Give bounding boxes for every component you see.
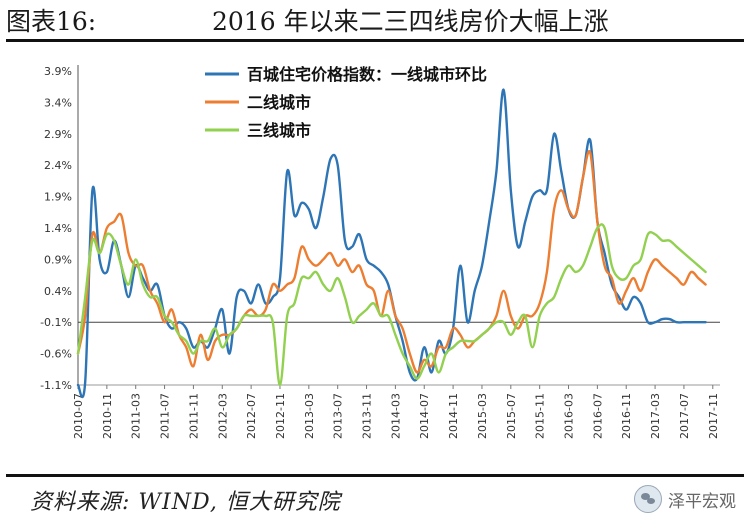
x-tick-label: 2014-11 [447, 393, 460, 439]
brand-mark: 泽平宏观 [634, 484, 736, 514]
legend-label-2: 二线城市 [247, 93, 311, 112]
y-tick-label: -1.1% [40, 379, 72, 392]
x-tick-label: 2016-11 [620, 393, 633, 439]
x-tick-label: 2011-07 [159, 393, 172, 439]
x-tick-label: 2015-11 [534, 393, 547, 439]
x-tick-label: 2014-07 [418, 393, 431, 439]
y-tick-label: 0.4% [44, 285, 72, 298]
x-tick-label: 2011-03 [130, 393, 143, 439]
y-tick-label: -0.6% [40, 348, 72, 361]
source-note: 资料来源: WIND, 恒大研究院 [30, 490, 341, 515]
y-tick-label: 0.9% [44, 253, 72, 266]
bottom-rule [6, 474, 744, 477]
x-tick-label: 2012-03 [216, 393, 229, 439]
top-rule [6, 39, 744, 42]
x-tick-label: 2010-11 [101, 393, 114, 439]
x-tick-label: 2017-11 [707, 393, 720, 439]
legend-label-1: 百城住宅价格指数：一线城市环比 [247, 65, 487, 84]
legend-label-3: 三线城市 [247, 121, 311, 140]
x-tick-label: 2012-07 [245, 393, 258, 439]
x-tick-label: 2013-11 [361, 393, 374, 439]
x-tick-label: 2013-03 [303, 393, 316, 439]
brand-name: 泽平宏观 [668, 491, 736, 512]
x-tick-label: 2017-03 [649, 393, 662, 439]
wechat-icon [634, 485, 662, 513]
figure-title-text: 2016 年以来二三四线房价大幅上涨 [212, 7, 609, 36]
x-tick-label: 2016-07 [591, 393, 604, 439]
series-line-2 [76, 149, 707, 374]
x-tick-label: 2014-03 [389, 393, 402, 439]
y-tick-label: -0.1% [40, 316, 72, 329]
x-tick-label: 2015-07 [505, 393, 518, 439]
series-line-3 [76, 223, 707, 387]
x-tick-label: 2017-07 [678, 393, 691, 439]
y-tick-label: 2.9% [44, 128, 72, 141]
x-tick-label: 2012-11 [274, 393, 287, 439]
y-tick-label: 2.4% [44, 159, 72, 172]
y-tick-label: 1.9% [44, 191, 72, 204]
y-tick-label: 3.4% [44, 96, 72, 109]
x-tick-label: 2013-07 [332, 393, 345, 439]
figure-title: 图表16: 2016 年以来二三四线房价大幅上涨 [6, 2, 744, 36]
figure-label: 图表16: [6, 7, 97, 36]
x-tick-label: 2011-11 [187, 393, 200, 439]
y-tick-label: 1.4% [44, 222, 72, 235]
series-line-1 [76, 88, 707, 399]
y-tick-label: 3.9% [44, 65, 72, 78]
x-tick-label: 2016-03 [563, 393, 576, 439]
line-chart: -1.1% -0.6% -0.1% 0.4% 0.9% 1.4% 1.9% 2.4% 2.9% 3… [40, 65, 720, 439]
x-tick-label: 2010-07 [72, 393, 85, 439]
x-tick-label: 2015-03 [476, 393, 489, 439]
